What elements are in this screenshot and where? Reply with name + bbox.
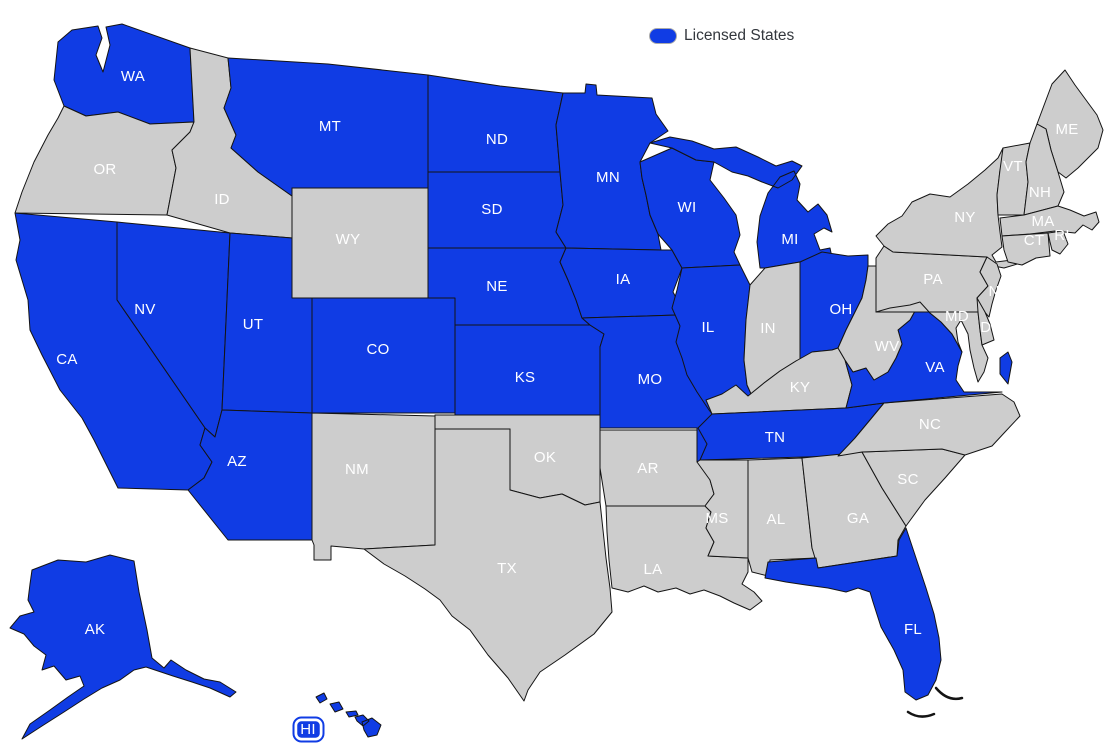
state-CT[interactable] [1001, 232, 1051, 266]
state-AZ[interactable] [187, 409, 313, 541]
state-RI[interactable] [1047, 230, 1069, 255]
florida-keys-icon [906, 686, 964, 718]
state-SD[interactable] [427, 171, 567, 249]
state-NH[interactable] [1023, 123, 1065, 216]
state-IA[interactable] [559, 247, 683, 319]
state-WY[interactable] [291, 187, 429, 299]
hi-label-pill[interactable] [295, 719, 322, 740]
state-ND[interactable] [427, 74, 564, 173]
state-FL[interactable] [764, 527, 942, 701]
state-NJ[interactable] [976, 256, 1002, 318]
state-MT[interactable] [223, 57, 429, 197]
legend: Licensed States [649, 27, 794, 45]
legend-label: Licensed States [684, 27, 795, 44]
state-TX[interactable] [363, 428, 613, 702]
state-NC[interactable] [837, 393, 1021, 457]
state-CO[interactable] [311, 297, 456, 414]
state-WA[interactable] [53, 23, 195, 125]
state-AK[interactable] [9, 554, 237, 740]
state-HI[interactable] [315, 692, 382, 738]
licensed-states-swatch [649, 28, 677, 44]
state-DE[interactable] [976, 297, 995, 346]
hi-label-outline [292, 716, 325, 743]
state-NM[interactable] [311, 412, 436, 561]
state-KS[interactable] [454, 324, 605, 416]
state-MD[interactable] [875, 301, 989, 383]
state-AR[interactable] [599, 429, 715, 507]
